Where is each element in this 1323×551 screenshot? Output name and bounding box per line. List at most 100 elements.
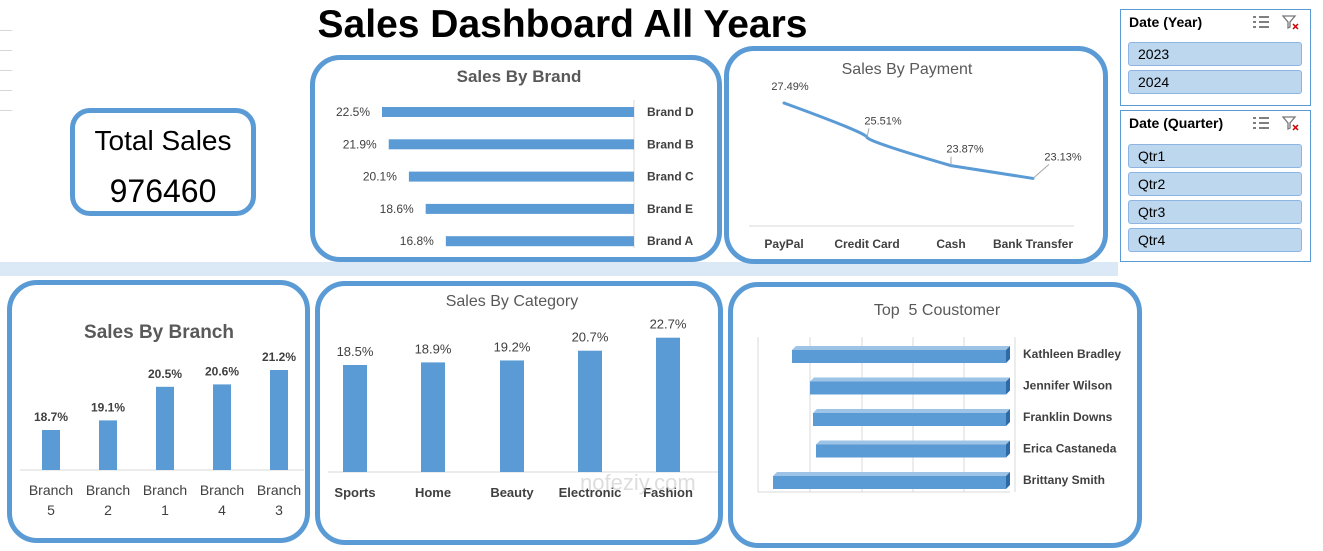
category-label: 2 — [104, 502, 112, 518]
data-label: 18.6% — [380, 202, 414, 216]
bar-top — [773, 472, 1010, 476]
category-label: Brand C — [647, 170, 694, 184]
data-label: 20.1% — [363, 170, 397, 184]
payment-chart-panel[interactable]: Sales By Payment 27.49% PayPal 25.51% Credi… — [724, 46, 1108, 264]
bar — [425, 203, 634, 214]
slicer-item-qtr1[interactable]: Qtr1 — [1128, 144, 1302, 168]
data-label: 16.8% — [400, 234, 434, 248]
category-label: Branch — [257, 482, 301, 498]
bar — [99, 420, 117, 470]
category-label: Brand D — [647, 105, 694, 119]
bar — [382, 107, 634, 117]
bar — [156, 386, 174, 470]
year-slicer: Date (Year) 2023 2024 — [1120, 9, 1311, 106]
slicer-item-qtr2[interactable]: Qtr2 — [1128, 172, 1302, 196]
brand-chart-panel[interactable]: Sales By Brand 22.5% Brand D 21.9% Brand B 2… — [310, 55, 722, 262]
bar-side — [1006, 409, 1010, 426]
data-label: 20.5% — [148, 367, 182, 381]
total-sales-label: Total Sales — [94, 125, 232, 156]
category-label: Erica Castaneda — [1023, 442, 1117, 456]
category-label: Jennifer Wilson — [1023, 379, 1112, 393]
data-label: 20.6% — [205, 364, 239, 378]
series-line — [783, 101, 1034, 180]
category-chart: Sales By Category 18.5% Sports 18.9% Home 19… — [328, 293, 718, 500]
bar-side — [1006, 377, 1010, 395]
category-label: Beauty — [490, 485, 534, 500]
multi-select-icon[interactable] — [1252, 14, 1270, 30]
category-label: Branch — [29, 482, 73, 498]
category-label: Brand E — [647, 202, 693, 216]
category-label: Brand B — [647, 137, 694, 151]
bar-top — [792, 346, 1010, 350]
branch-chart: Sales By Branch 18.7% Branch 5 19.1% Branch 2… — [20, 322, 304, 518]
bar — [813, 413, 1006, 426]
total-sales-card[interactable]: Total Sales 976460 — [70, 108, 256, 216]
slicer-item-qtr4[interactable]: Qtr4 — [1128, 228, 1302, 252]
dashboard-title: Sales Dashboard All Years — [317, 3, 808, 46]
category-label: 3 — [275, 502, 283, 518]
chart-title: Sales By Branch — [84, 322, 234, 343]
bar — [810, 381, 1006, 395]
slicer-item-2024[interactable]: 2024 — [1128, 70, 1302, 94]
bar-top — [816, 440, 1010, 445]
watermark: nofeziy.com — [580, 470, 696, 495]
category-label: PayPal — [764, 237, 803, 251]
bar — [408, 171, 634, 182]
sheet-gridline — [0, 90, 12, 91]
total-sales-value: 976460 — [109, 173, 217, 209]
data-label: 25.51% — [864, 115, 902, 127]
category-label: Fashion — [643, 485, 693, 500]
category-label: Sports — [334, 485, 375, 500]
data-label: 22.5% — [336, 105, 370, 119]
chart-title: Top 5 Coustomer — [874, 302, 1001, 319]
separator-band — [0, 262, 1118, 276]
data-label: 22.7% — [650, 317, 687, 332]
chart-title: Sales By Category — [446, 293, 579, 310]
clear-filter-icon[interactable] — [1282, 115, 1300, 131]
data-label: 23.87% — [946, 144, 984, 156]
category-label: Cash — [936, 237, 965, 251]
category-label: Home — [415, 485, 451, 500]
slicer-item-2023[interactable]: 2023 — [1128, 42, 1302, 66]
chart-title: Sales By Brand — [457, 67, 582, 86]
bar — [445, 236, 634, 247]
point — [949, 164, 953, 168]
category-label: Branch — [143, 482, 187, 498]
sheet-gridline — [0, 110, 12, 111]
category-label: 5 — [47, 502, 55, 518]
category-label: Electronic — [559, 485, 622, 500]
bar-side — [1006, 346, 1010, 363]
bar-side — [1006, 440, 1010, 458]
data-label: 27.49% — [771, 81, 809, 93]
category-label: Kathleen Bradley — [1023, 347, 1121, 361]
data-label: 18.7% — [34, 410, 68, 424]
customer-chart-panel[interactable]: Top 5 Coustomer Kathleen Bradley Jennifer… — [728, 282, 1142, 548]
bar — [421, 362, 445, 472]
point — [782, 101, 786, 105]
category-label: 4 — [218, 502, 226, 518]
data-label: 23.13% — [1044, 151, 1082, 163]
category-label: 1 — [161, 502, 169, 518]
multi-select-icon[interactable] — [1252, 115, 1270, 131]
clear-filter-icon[interactable] — [1282, 14, 1300, 30]
category-label: Brittany Smith — [1023, 473, 1105, 487]
leader-line — [1032, 164, 1050, 179]
customer-chart: Top 5 Coustomer Kathleen Bradley Jennifer… — [757, 302, 1121, 493]
category-label: Branch — [86, 482, 130, 498]
sheet-gridline — [0, 50, 12, 51]
data-label: 21.9% — [343, 137, 377, 151]
data-label: 18.5% — [337, 344, 374, 359]
sheet-gridline — [0, 30, 12, 31]
data-label: 20.7% — [572, 330, 609, 345]
leader-line — [866, 128, 870, 138]
category-label: Bank Transfer — [993, 237, 1073, 251]
bar-top — [810, 377, 1010, 382]
branch-chart-panel[interactable]: Sales By Branch 18.7% Branch 5 19.1% Branch 2… — [7, 280, 310, 543]
bar — [213, 384, 231, 470]
category-label: Credit Card — [834, 237, 899, 251]
sheet-gridline — [0, 70, 12, 71]
slicer-item-qtr3[interactable]: Qtr3 — [1128, 200, 1302, 224]
category-label: Brand A — [647, 234, 694, 248]
quarter-slicer: Date (Quarter) Qtr1 Qtr2 Qtr3 Qtr4 — [1120, 110, 1311, 262]
category-chart-panel[interactable]: Sales By Category 18.5% Sports 18.9% Home 19… — [315, 281, 723, 545]
